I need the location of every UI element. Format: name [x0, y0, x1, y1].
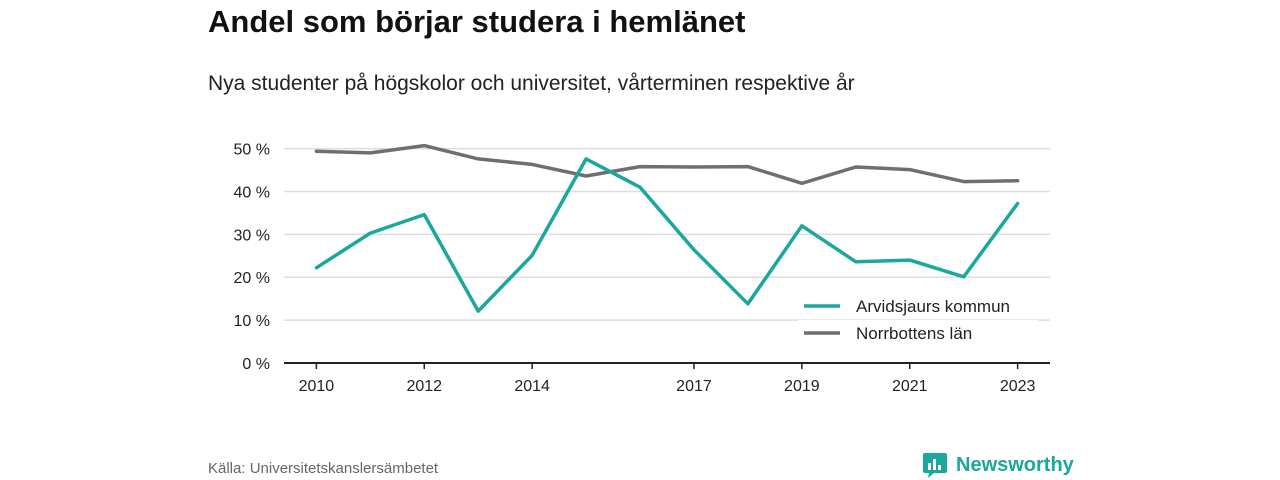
y-tick-label: 20 % [234, 270, 270, 287]
legend-label: Arvidsjaurs kommun [856, 297, 1010, 316]
x-tick-label: 2019 [784, 378, 820, 395]
y-tick-label: 40 % [234, 184, 270, 201]
x-tick-label: 2014 [514, 378, 550, 395]
series-lines [314, 143, 1020, 313]
source-note: Källa: Universitetskanslersämbetet [208, 460, 439, 477]
x-tick-label: 2010 [299, 378, 335, 395]
x-tick-label: 2023 [1000, 378, 1036, 395]
series-line-arvidsjaur [314, 157, 1020, 313]
chart-title: Andel som börjar studera i hemlänet [208, 4, 746, 39]
brand-logo[interactable]: Newsworthy [922, 450, 1074, 480]
x-axis-tick-labels: 2010 2012 2014 2017 2019 2021 2023 [299, 363, 1036, 395]
legend-label: Norrbottens län [856, 324, 972, 343]
chart-subtitle: Nya studenter på högskolor och universit… [208, 72, 855, 95]
newsworthy-icon [923, 453, 947, 478]
y-tick-label: 0 % [242, 356, 270, 373]
brand-name: Newsworthy [956, 453, 1074, 476]
legend: Arvidsjaurs kommun Norrbottens län [798, 293, 1038, 344]
x-tick-label: 2021 [892, 378, 928, 395]
y-tick-label: 30 % [234, 227, 270, 244]
y-axis-tick-labels: 0 % 10 % 20 % 30 % 40 % 50 % [234, 142, 270, 373]
x-tick-label: 2012 [406, 378, 442, 395]
y-tick-label: 50 % [234, 142, 270, 159]
y-tick-label: 10 % [234, 313, 270, 330]
series-line-norrbotten [314, 143, 1020, 186]
x-tick-label: 2017 [676, 378, 712, 395]
